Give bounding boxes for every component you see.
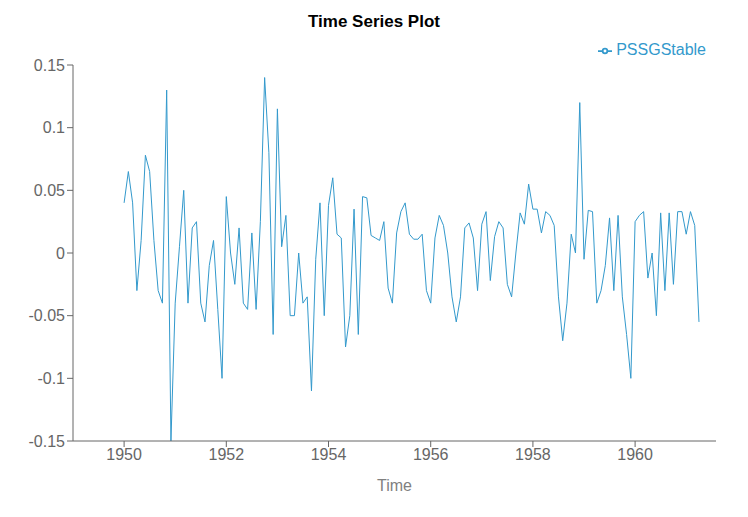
svg-text:-0.1: -0.1 xyxy=(37,370,65,387)
svg-text:1950: 1950 xyxy=(106,446,142,463)
svg-text:1956: 1956 xyxy=(413,446,449,463)
svg-text:Time: Time xyxy=(377,477,412,494)
svg-text:1952: 1952 xyxy=(209,446,245,463)
svg-text:1958: 1958 xyxy=(515,446,551,463)
svg-text:-0.05: -0.05 xyxy=(29,307,66,324)
svg-text:0.1: 0.1 xyxy=(43,119,65,136)
svg-text:0.05: 0.05 xyxy=(34,182,65,199)
svg-text:0.15: 0.15 xyxy=(34,57,65,74)
svg-text:0: 0 xyxy=(56,245,65,262)
svg-text:1954: 1954 xyxy=(311,446,347,463)
svg-text:1960: 1960 xyxy=(617,446,653,463)
html-text:Time Series Plot: Time Series Plot xyxy=(308,12,440,31)
svg-text:-0.15: -0.15 xyxy=(29,433,66,450)
html-text:PSSGStable: PSSGStable xyxy=(616,41,706,58)
